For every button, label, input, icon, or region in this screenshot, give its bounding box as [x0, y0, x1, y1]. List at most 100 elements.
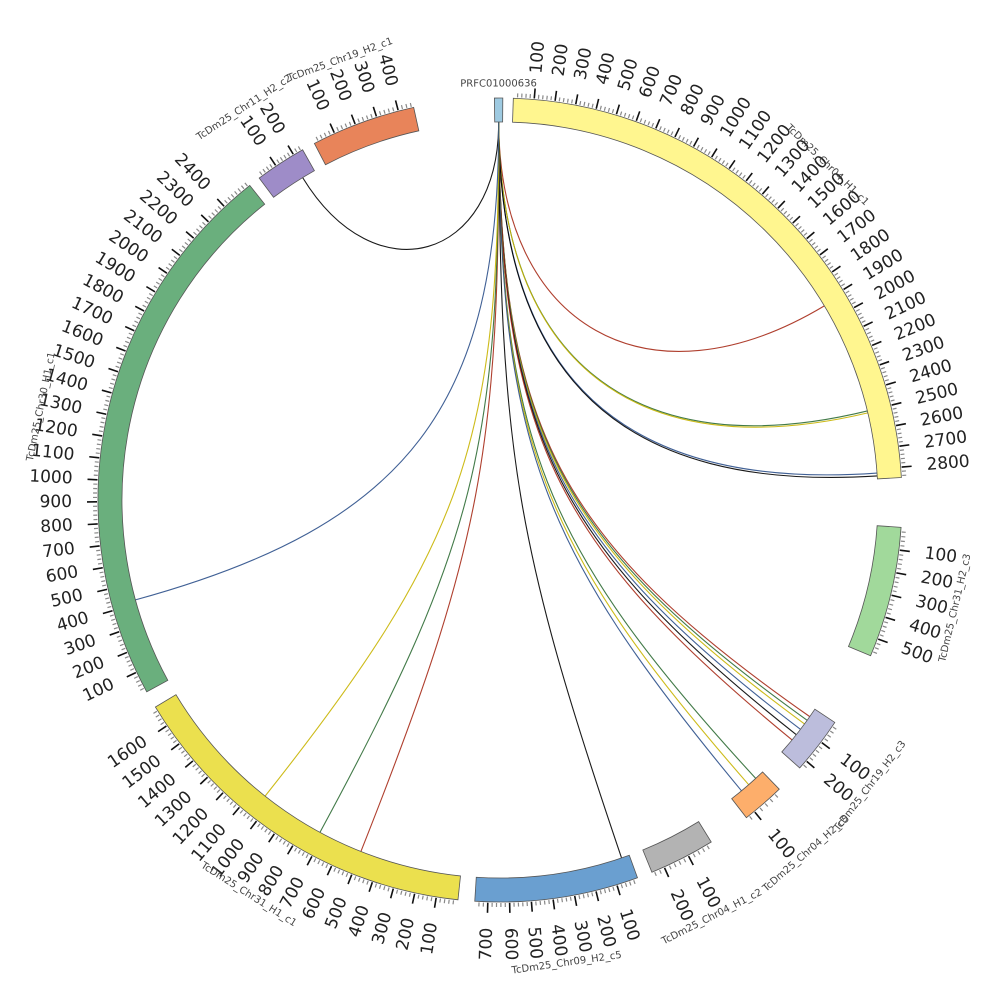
major-tick [899, 444, 910, 448]
major-tick [806, 231, 815, 240]
minor-tick [629, 881, 632, 886]
minor-tick [97, 562, 103, 565]
tick-label: 300 [570, 919, 596, 955]
major-tick [87, 478, 98, 481]
minor-tick [187, 238, 192, 242]
minor-tick [789, 216, 794, 221]
major-tick [595, 98, 600, 109]
minor-tick [232, 804, 237, 808]
ticks-layer [87, 88, 912, 913]
minor-tick [121, 647, 126, 651]
minor-tick [827, 734, 832, 738]
minor-tick [105, 597, 110, 600]
major-tick [655, 118, 661, 129]
minor-tick [880, 367, 886, 370]
minor-tick [692, 853, 696, 858]
minor-tick [897, 567, 902, 570]
minor-tick [832, 726, 837, 730]
minor-tick [167, 732, 172, 737]
minor-tick [834, 272, 839, 276]
minor-tick [126, 660, 131, 663]
major-tick [368, 881, 374, 892]
major-tick [200, 214, 209, 223]
minor-tick [214, 209, 219, 213]
minor-tick [184, 241, 189, 246]
minor-tick [275, 835, 279, 840]
chromosome-band-tcdm25-chr30-h1-c1 [97, 184, 266, 693]
ideogram-layer [97, 97, 902, 903]
major-tick [663, 867, 670, 878]
minor-tick [287, 152, 291, 157]
minor-tick [774, 201, 779, 206]
minor-tick [443, 899, 446, 904]
minor-tick [104, 404, 109, 407]
minor-tick [202, 221, 206, 226]
minor-tick [861, 320, 866, 324]
minor-tick [841, 283, 846, 287]
minor-tick [897, 432, 902, 435]
minor-tick [108, 386, 113, 390]
minor-tick [207, 779, 211, 784]
major-tick [171, 248, 181, 256]
major-tick [692, 137, 700, 147]
major-tick [885, 616, 896, 622]
minor-tick [157, 718, 162, 722]
major-tick [286, 845, 294, 855]
minor-tick [113, 627, 118, 630]
minor-tick [882, 371, 887, 374]
minor-tick [153, 285, 158, 289]
minor-tick [234, 191, 238, 195]
chromosome-band-tcdm25-chr09-h2-c5 [474, 854, 639, 903]
chromosome-band-tcdm25-chr11-h2-c2 [258, 149, 315, 198]
major-tick [102, 609, 113, 615]
minor-tick [582, 894, 585, 899]
minor-tick [250, 818, 254, 822]
minor-tick [100, 421, 105, 424]
minor-tick [199, 225, 203, 229]
tick-label: 1000 [29, 466, 73, 488]
minor-tick [124, 655, 129, 659]
minor-tick [732, 167, 736, 172]
minor-tick [603, 889, 607, 894]
minor-tick [201, 773, 205, 778]
tick-label: 400 [547, 923, 571, 958]
major-tick [170, 743, 180, 751]
minor-tick [876, 642, 881, 646]
major-tick [215, 792, 224, 801]
minor-tick [96, 447, 101, 450]
minor-tick [417, 894, 420, 899]
minor-tick [566, 98, 569, 103]
major-tick [97, 588, 108, 593]
link-ribbon [498, 121, 878, 478]
tick-label: 600 [44, 562, 79, 587]
minor-tick [612, 886, 615, 891]
minor-tick [165, 729, 170, 733]
major-tick [347, 874, 353, 885]
minor-tick [892, 590, 897, 593]
major-tick [185, 231, 195, 239]
minor-tick [357, 877, 361, 882]
minor-tick [96, 554, 101, 556]
minor-tick [106, 601, 111, 604]
minor-tick [323, 132, 327, 137]
minor-tick [387, 108, 390, 113]
major-tick [216, 198, 225, 207]
minor-tick [100, 575, 105, 578]
major-tick [126, 671, 137, 678]
major-tick [821, 741, 831, 750]
minor-tick [374, 883, 378, 888]
minor-tick [297, 146, 301, 151]
minor-tick [670, 131, 674, 136]
minor-tick [768, 196, 772, 201]
minor-tick [357, 118, 360, 123]
minor-tick [857, 312, 862, 316]
minor-tick [109, 382, 115, 385]
minor-tick [226, 798, 230, 803]
major-tick [433, 897, 437, 908]
minor-tick [815, 749, 820, 754]
major-tick [754, 811, 762, 821]
minor-tick [666, 129, 670, 134]
minor-tick [160, 274, 165, 278]
tick-label: 200 [549, 43, 573, 78]
major-tick [350, 114, 356, 125]
